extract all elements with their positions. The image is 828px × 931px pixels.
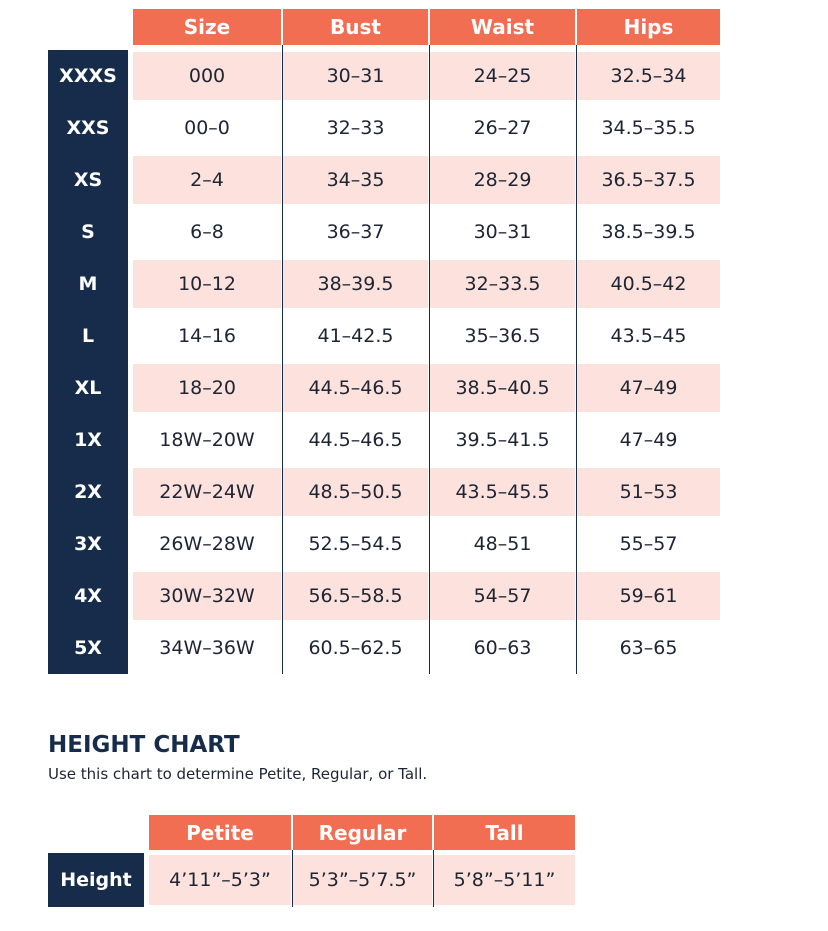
table-cell: 47–49: [577, 364, 720, 412]
table-cell: 000: [133, 52, 281, 100]
table-cell: 18W–20W: [159, 429, 255, 451]
row-label: 2X: [48, 466, 128, 518]
table-cell: 63–65: [619, 637, 678, 659]
table-cell: 26–27: [473, 117, 532, 139]
table-cell: 32–33: [326, 117, 385, 139]
table-cell: 43.5–45: [610, 325, 687, 347]
column-divider: [433, 850, 434, 907]
table-cell: 55–57: [619, 533, 678, 555]
table-cell: 38.5–39.5: [601, 221, 696, 243]
row-label: 5X: [48, 622, 128, 674]
table-cell: 6–8: [190, 221, 224, 243]
row-label: XXS: [48, 102, 128, 154]
table-cell: 44.5–46.5: [308, 429, 403, 451]
table-cell: 54–57: [430, 572, 575, 620]
table-cell: 38.5–40.5: [430, 364, 575, 412]
column-header: Regular: [293, 815, 432, 850]
row-label: XS: [48, 154, 128, 206]
table-cell: 34.5–35.5: [601, 117, 696, 139]
column-divider: [576, 45, 577, 674]
table-cell: 48–51: [473, 533, 532, 555]
row-label: 3X: [48, 518, 128, 570]
table-cell: 34W–36W: [159, 637, 255, 659]
row-label: 1X: [48, 414, 128, 466]
table-cell: 39.5–41.5: [455, 429, 550, 451]
table-cell: 18–20: [133, 364, 281, 412]
table-cell: 48.5–50.5: [283, 468, 428, 516]
table-cell: 4’11”–5’3”: [149, 855, 291, 905]
table-cell: 2–4: [133, 156, 281, 204]
column-divider: [282, 45, 283, 674]
table-cell: 43.5–45.5: [430, 468, 575, 516]
table-cell: 5’8”–5’11”: [434, 855, 575, 905]
table-cell: 28–29: [430, 156, 575, 204]
table-cell: 56.5–58.5: [283, 572, 428, 620]
column-divider: [292, 850, 293, 907]
table-cell: 35–36.5: [464, 325, 541, 347]
column-header: Bust: [283, 9, 428, 45]
height-chart-title: HEIGHT CHART: [48, 732, 240, 758]
column-header: Tall: [434, 815, 575, 850]
column-header: Waist: [430, 9, 575, 45]
row-label: L: [48, 310, 128, 362]
row-label: S: [48, 206, 128, 258]
table-cell: 30–31: [473, 221, 532, 243]
table-cell: 40.5–42: [577, 260, 720, 308]
table-cell: 14–16: [178, 325, 236, 347]
table-cell: 30–31: [283, 52, 428, 100]
table-cell: 36–37: [326, 221, 385, 243]
table-cell: 41–42.5: [317, 325, 394, 347]
row-label: XXXS: [48, 50, 128, 102]
row-label: XL: [48, 362, 128, 414]
table-cell: 5’3”–5’7.5”: [293, 855, 432, 905]
height-chart-subtitle: Use this chart to determine Petite, Regu…: [48, 765, 428, 783]
table-cell: 59–61: [577, 572, 720, 620]
column-header: Petite: [149, 815, 291, 850]
table-cell: 60.5–62.5: [308, 637, 403, 659]
table-cell: 22W–24W: [133, 468, 281, 516]
table-cell: 00–0: [184, 117, 230, 139]
table-cell: 34–35: [283, 156, 428, 204]
row-label: M: [48, 258, 128, 310]
table-cell: 32.5–34: [577, 52, 720, 100]
row-label: 4X: [48, 570, 128, 622]
table-cell: 60–63: [473, 637, 532, 659]
table-cell: 38–39.5: [283, 260, 428, 308]
table-cell: 24–25: [430, 52, 575, 100]
table-cell: 52.5–54.5: [308, 533, 403, 555]
column-header: Hips: [577, 9, 720, 45]
table-cell: 30W–32W: [133, 572, 281, 620]
column-divider: [429, 45, 430, 674]
table-cell: 44.5–46.5: [283, 364, 428, 412]
table-cell: 51–53: [577, 468, 720, 516]
table-cell: 26W–28W: [159, 533, 255, 555]
row-label: Height: [48, 853, 144, 907]
table-cell: 32–33.5: [430, 260, 575, 308]
table-cell: 36.5–37.5: [577, 156, 720, 204]
column-header: Size: [133, 9, 281, 45]
table-cell: 47–49: [619, 429, 678, 451]
table-cell: 10–12: [133, 260, 281, 308]
